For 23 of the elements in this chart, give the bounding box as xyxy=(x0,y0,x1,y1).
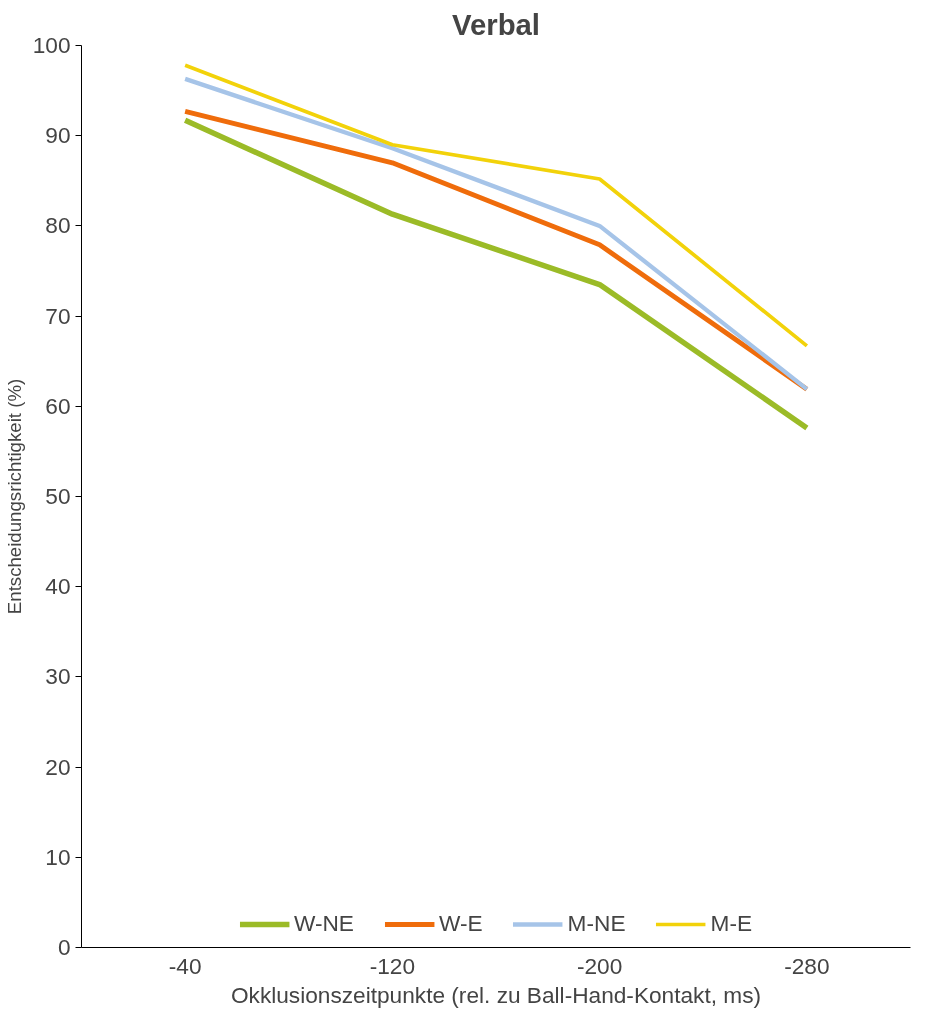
x-tick-label: -40 xyxy=(168,952,202,979)
y-tick-label: 20 xyxy=(45,753,71,780)
x-tick-label: -200 xyxy=(576,952,623,979)
y-tick-label: 30 xyxy=(45,663,71,690)
legend-label: W-NE xyxy=(293,910,354,937)
y-tick-label: 10 xyxy=(45,843,71,870)
x-tick-label: -120 xyxy=(369,952,416,979)
x-axis-title: Okklusionszeitpunkte (rel. zu Ball-Hand-Kontakt, ms) xyxy=(230,981,762,1008)
y-tick-label: 100 xyxy=(32,32,71,58)
y-tick-label: 0 xyxy=(57,934,71,960)
legend-label: M-NE xyxy=(567,910,626,937)
y-tick-label: 70 xyxy=(45,302,71,329)
legend-label: M-E xyxy=(710,910,753,937)
line-series xyxy=(183,63,809,348)
y-tick-label: 40 xyxy=(45,573,71,600)
y-tick-label: 60 xyxy=(45,392,71,419)
y-axis-title: Entscheidungsrichtigkeit (%) xyxy=(3,378,25,615)
y-tick-label: 80 xyxy=(45,212,71,239)
x-tick-label: -280 xyxy=(784,952,830,979)
y-tick-label: 50 xyxy=(45,483,71,509)
chart-title: Verbal xyxy=(451,7,541,41)
legend-label: W-E xyxy=(438,910,483,937)
y-tick-label: 90 xyxy=(45,122,71,149)
